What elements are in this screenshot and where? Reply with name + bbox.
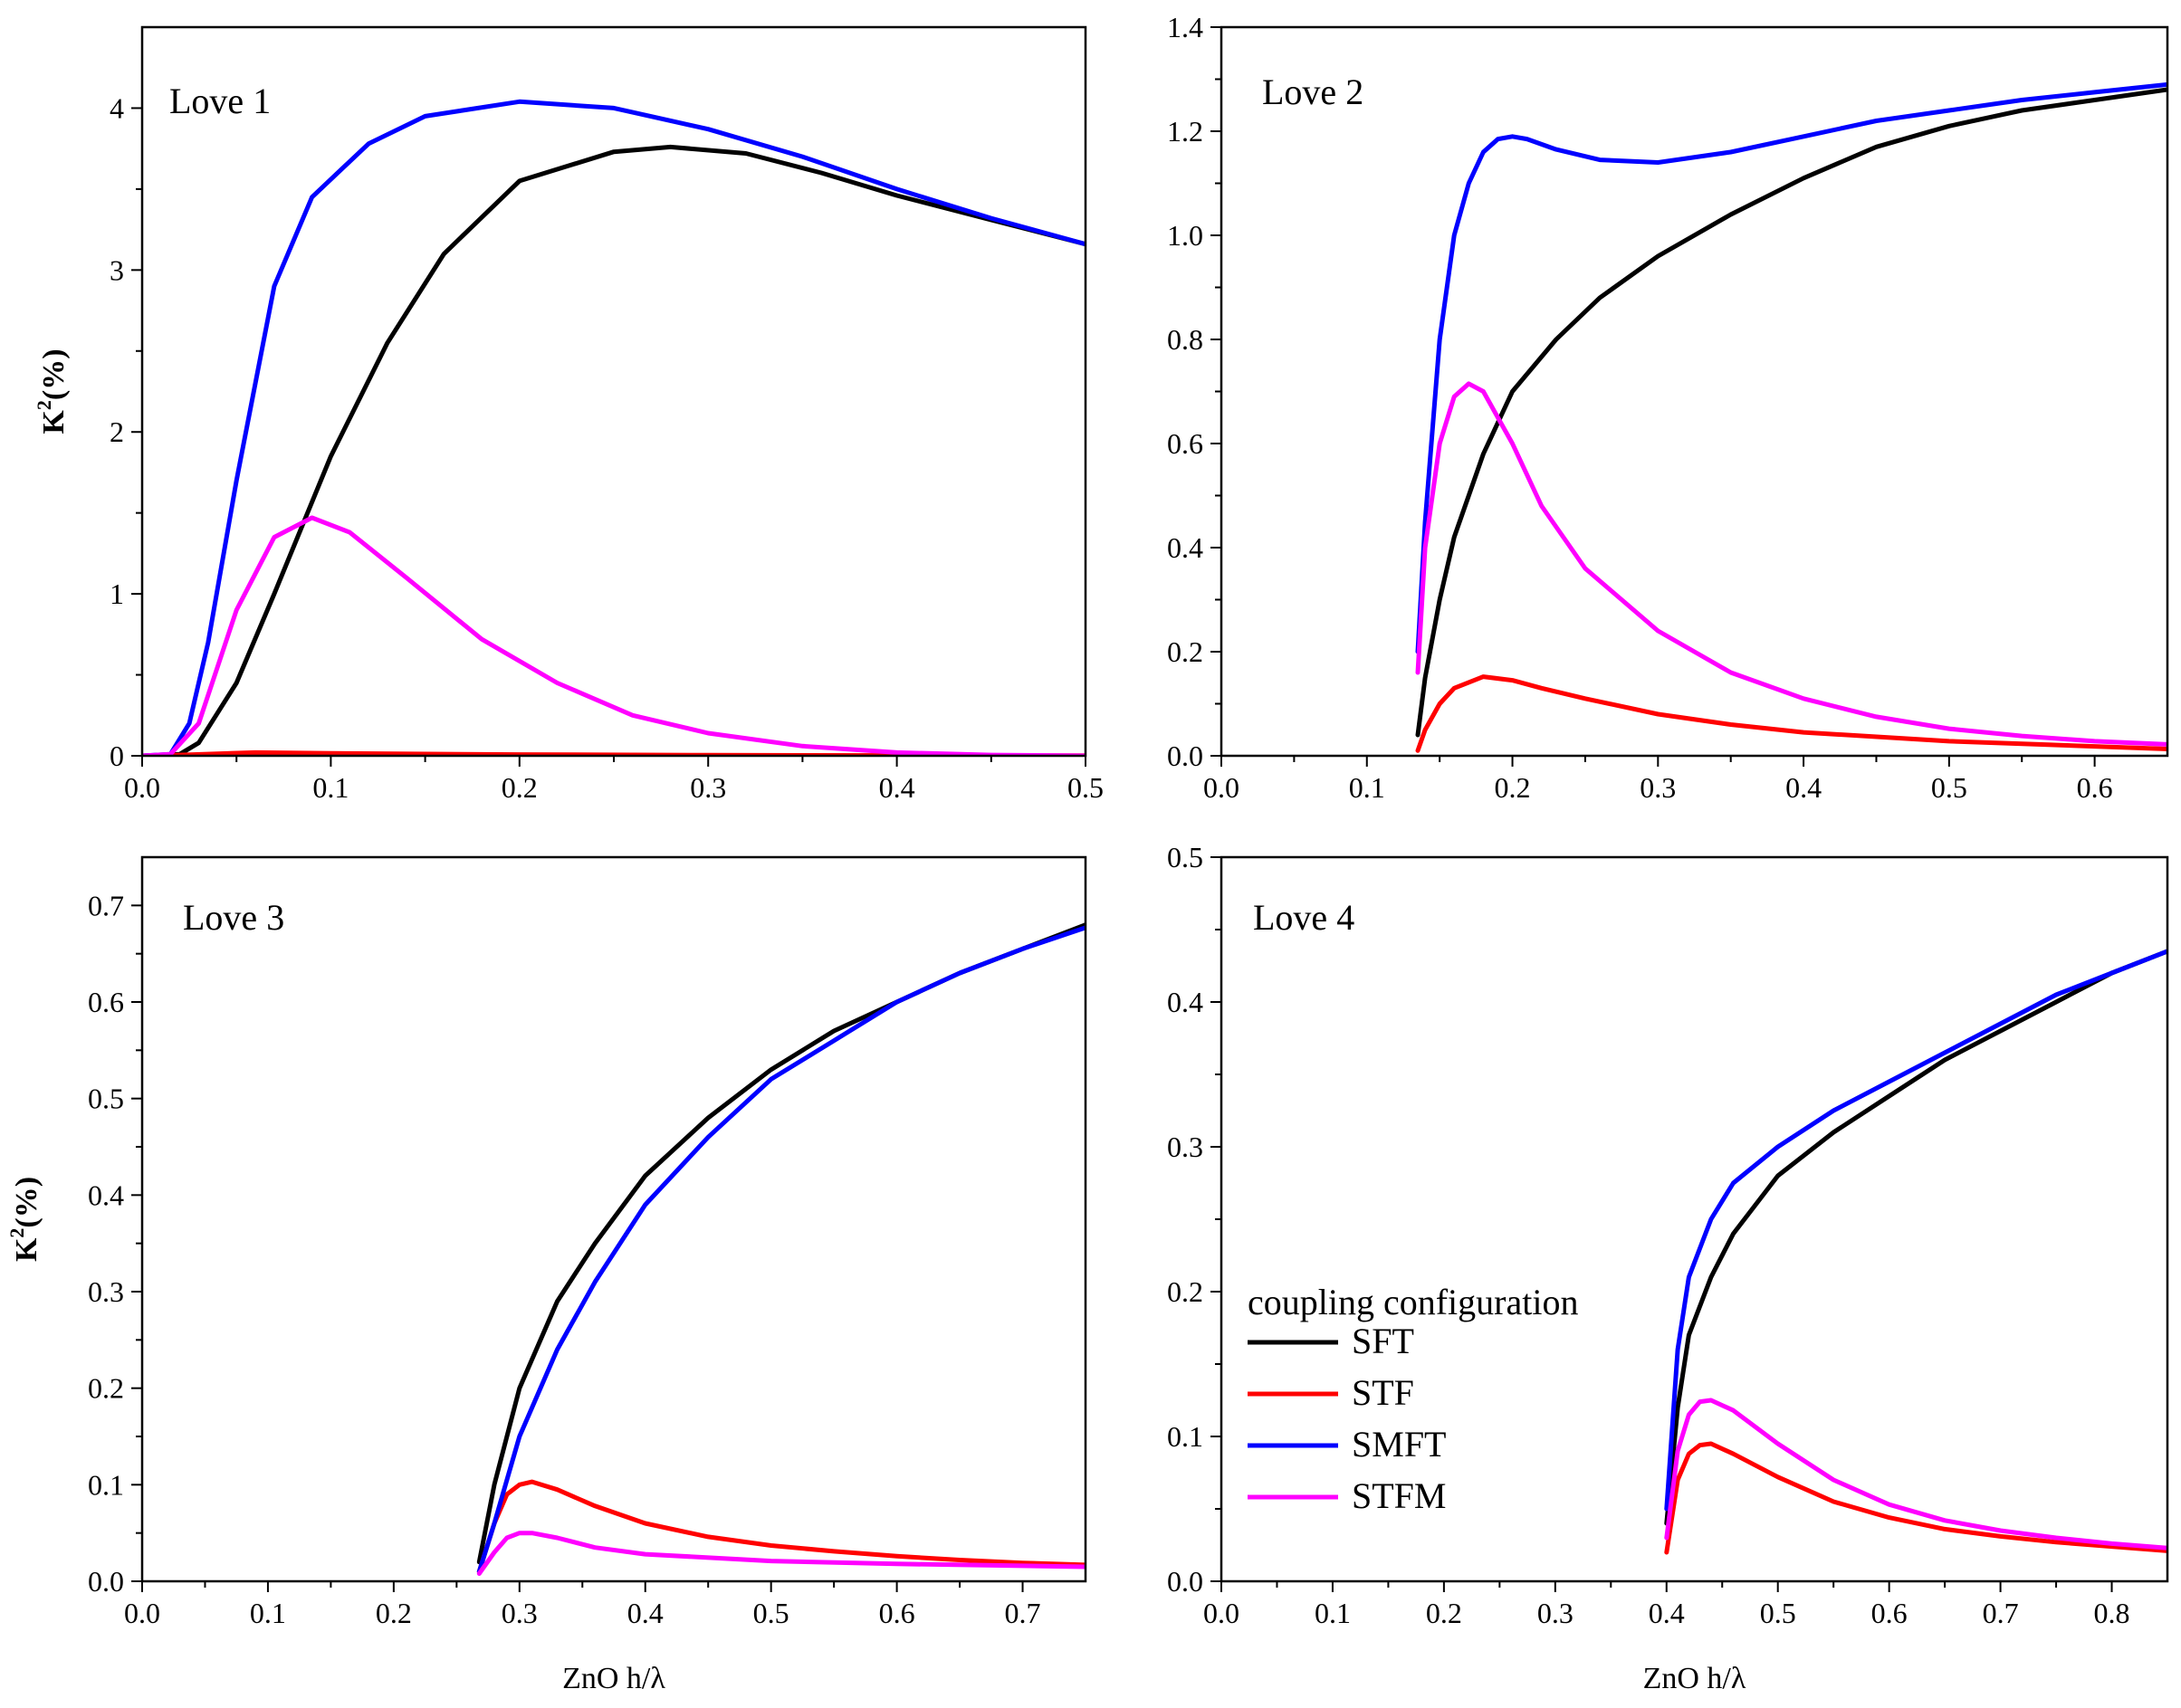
- panel-title: Love 2: [1262, 72, 1363, 112]
- y-tick-label: 3: [110, 253, 124, 286]
- y-tick-label: 0.2: [1167, 635, 1203, 668]
- x-tick-label: 0.0: [124, 1597, 160, 1629]
- y-tick-label: 0.4: [1167, 531, 1203, 564]
- x-tick-label: 0.4: [879, 771, 915, 804]
- legend-label-stf: STF: [1352, 1372, 1414, 1413]
- y-tick-label: 0.2: [88, 1372, 124, 1405]
- y-tick-label: 0.5: [88, 1083, 124, 1115]
- series-line-smft: [476, 925, 1086, 1574]
- series-line-stfm: [1664, 1398, 2167, 1551]
- legend-label-stfm: STFM: [1352, 1475, 1447, 1516]
- series-line-smft: [1664, 949, 2167, 1512]
- x-tick-label: 0.2: [376, 1597, 412, 1629]
- x-tick-label: 0.3: [1537, 1597, 1574, 1629]
- y-tick-label: 0.1: [1167, 1420, 1203, 1453]
- x-tick-label: 0.6: [1871, 1597, 1908, 1629]
- y-tick-label: 0.7: [88, 889, 124, 921]
- x-tick-label: 0.5: [1931, 771, 1967, 804]
- y-tick-label: 0.6: [1167, 427, 1203, 460]
- series-line-sft: [1664, 949, 2167, 1526]
- plot-frame: [140, 25, 1087, 758]
- x-tick-label: 0.0: [1203, 771, 1239, 804]
- x-tick-label: 0.5: [753, 1597, 789, 1629]
- x-tick-label: 0.5: [1760, 1597, 1796, 1629]
- y-tick-label: 0.4: [88, 1178, 124, 1211]
- y-tick-label: 0.1: [88, 1468, 124, 1501]
- legend-title: coupling configuration: [1248, 1282, 1578, 1322]
- x-tick-label: 0.3: [502, 1597, 538, 1629]
- x-tick-label: 0.1: [1349, 771, 1385, 804]
- x-tick-label: 0.1: [1315, 1597, 1351, 1629]
- x-tick-label: 0.6: [879, 1597, 915, 1629]
- x-tick-label: 0.5: [1067, 771, 1104, 804]
- y-tick-label: 2: [110, 415, 124, 448]
- x-tick-label: 0.4: [1649, 1597, 1685, 1629]
- y-tick-label: 0.6: [88, 986, 124, 1018]
- y-tick-label: 0.2: [1167, 1275, 1203, 1308]
- x-tick-label: 0.4: [1785, 771, 1822, 804]
- series-line-stf: [476, 1479, 1086, 1574]
- y-tick-label: 1.0: [1167, 219, 1203, 252]
- x-tick-label: 0.3: [1640, 771, 1676, 804]
- x-tick-label: 0.6: [2077, 771, 2113, 804]
- series-line-stf: [1415, 674, 2167, 753]
- series-line-smft: [1415, 81, 2167, 654]
- series-line-stfm: [476, 1531, 1086, 1576]
- x-tick-label: 0.4: [627, 1597, 664, 1629]
- panel-1: 0.0 0.1 0.2 0.3 0.4 0.5 0 1 2 3 4 Love 1 K2(%): [33, 25, 1104, 804]
- y-tick-label: 1.2: [1167, 115, 1203, 148]
- y-tick-label: 4: [110, 91, 124, 124]
- x-tick-label: 0.2: [1495, 771, 1531, 804]
- panel-title: Love 1: [169, 81, 271, 121]
- series-line-stfm: [142, 515, 1086, 756]
- x-axis-label: ZnO h/λ: [1643, 1662, 1746, 1695]
- series-line-stf: [1664, 1441, 2167, 1555]
- series-line-sft: [1415, 87, 2167, 738]
- y-tick-label: 0.0: [1167, 1565, 1203, 1598]
- series-line-stfm: [1415, 381, 2167, 747]
- y-tick-label: 0.0: [1167, 739, 1203, 772]
- x-tick-label: 0.2: [1426, 1597, 1462, 1629]
- x-tick-label: 0.8: [2094, 1597, 2130, 1629]
- plot-frame: [1220, 855, 2169, 1583]
- panel-4: 0.0 0.1 0.2 0.3 0.4 0.5 0.6 0.7 0.8 0.0 0.1 0.2 0.3 0…: [1167, 841, 2169, 1695]
- y-tick-label: 1: [110, 577, 124, 610]
- y-tick-label: 0.5: [1167, 841, 1203, 873]
- panel-3: 0.0 0.1 0.2 0.3 0.4 0.5 0.6 0.7 0.0 0.1 0.2 0.3 0.4 0…: [5, 855, 1087, 1695]
- panel-2: 0.0 0.1 0.2 0.3 0.4 0.5 0.6 0.0 0.2 0.4 0.6 0.8 1.0 1…: [1167, 11, 2169, 804]
- x-tick-label: 0.0: [124, 771, 160, 804]
- x-tick-label: 0.1: [312, 771, 349, 804]
- x-tick-label: 0.0: [1203, 1597, 1239, 1629]
- x-tick-label: 0.7: [1983, 1597, 2019, 1629]
- plot-frame: [1220, 25, 2169, 758]
- y-tick-label: 0.4: [1167, 986, 1203, 1018]
- x-axis-label: ZnO h/λ: [562, 1662, 665, 1695]
- x-tick-label: 0.2: [502, 771, 538, 804]
- y-tick-label: 0.3: [88, 1275, 124, 1308]
- legend-label-smft: SMFT: [1352, 1424, 1447, 1465]
- y-tick-label: 1.4: [1167, 11, 1203, 43]
- plot-frame: [140, 855, 1087, 1583]
- panel-title: Love 4: [1253, 897, 1354, 938]
- x-tick-label: 0.1: [250, 1597, 286, 1629]
- y-tick-label: 0.3: [1167, 1131, 1203, 1163]
- panel-title: Love 3: [183, 897, 284, 938]
- series-line-sft: [142, 144, 1086, 756]
- x-tick-label: 0.3: [690, 771, 726, 804]
- y-axis-label: K2(%): [5, 1177, 43, 1262]
- y-tick-label: 0.8: [1167, 323, 1203, 356]
- x-tick-label: 0.7: [1005, 1597, 1041, 1629]
- y-axis-label: K2(%): [33, 348, 71, 434]
- y-tick-label: 0: [110, 739, 124, 772]
- series-line-sft: [476, 922, 1086, 1565]
- series-line-smft: [142, 99, 1086, 756]
- legend-label-sft: SFT: [1352, 1321, 1414, 1361]
- y-tick-label: 0.0: [88, 1565, 124, 1598]
